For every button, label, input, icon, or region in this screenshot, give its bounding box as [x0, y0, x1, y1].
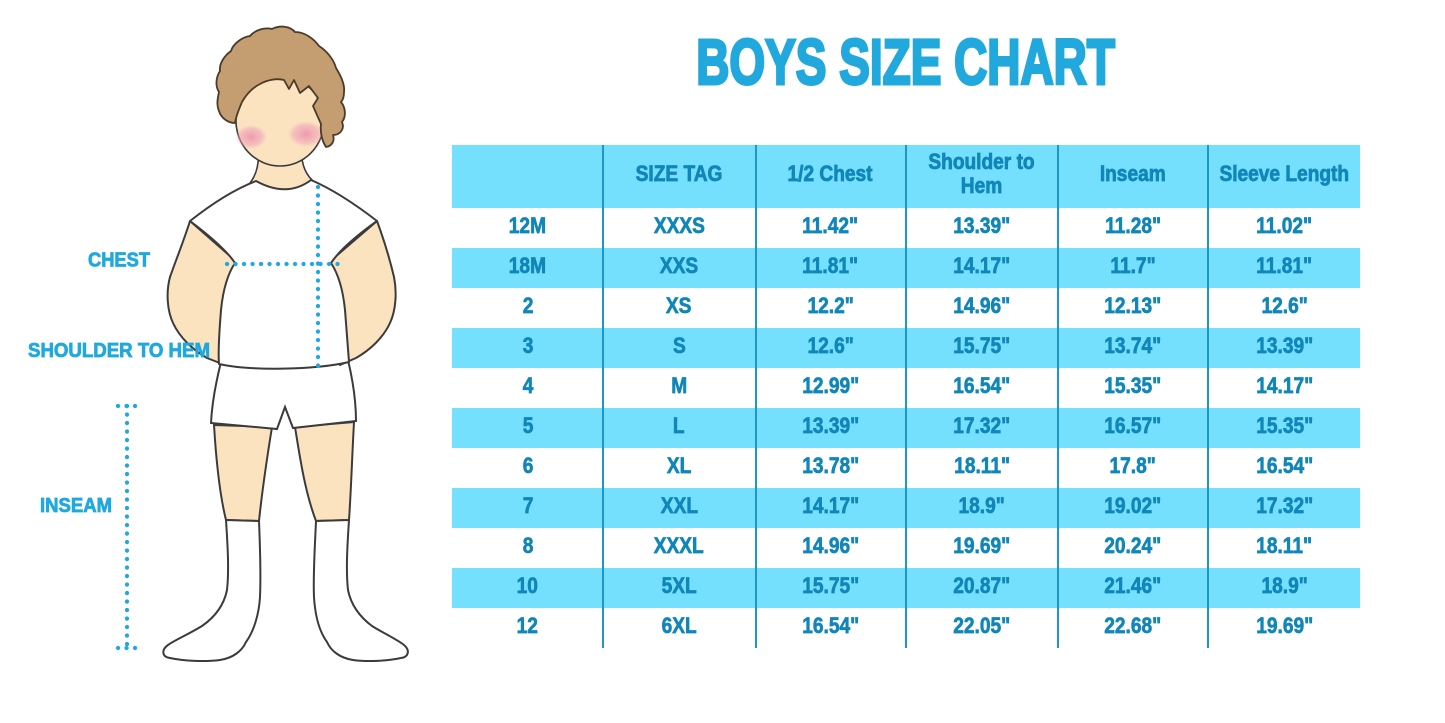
svg-text:CHEST: CHEST: [88, 249, 150, 272]
svg-text:SHOULDER TO HEM: SHOULDER TO HEM: [28, 339, 210, 362]
svg-text:INSEAM: INSEAM: [40, 494, 112, 517]
